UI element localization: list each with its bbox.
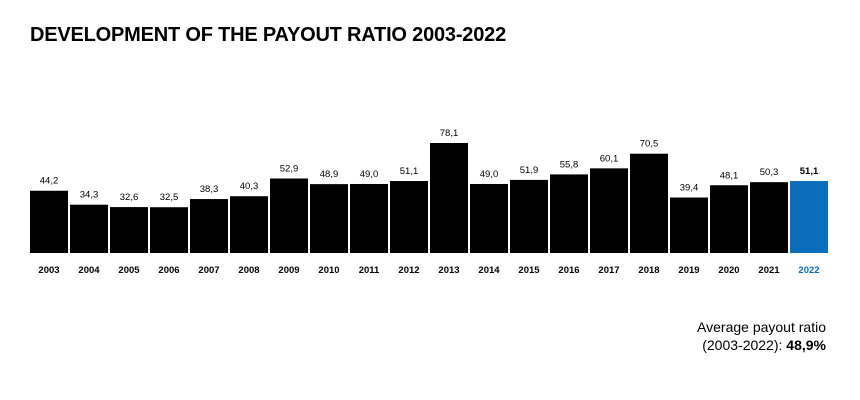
x-tick-2012: 2012 <box>398 265 419 276</box>
x-tick-2005: 2005 <box>118 265 140 276</box>
bar-2003 <box>30 190 68 253</box>
value-label-2021: 50,3 <box>760 167 779 178</box>
value-label-2003: 44,2 <box>40 176 59 187</box>
value-label-2016: 55,8 <box>560 159 579 170</box>
value-label-2022: 51,1 <box>800 166 819 177</box>
x-tick-2007: 2007 <box>198 265 219 276</box>
value-label-2019: 39,4 <box>680 183 699 194</box>
value-label-2009: 52,9 <box>280 163 299 174</box>
bar-2017 <box>590 168 628 253</box>
value-label-2005: 32,6 <box>120 192 139 203</box>
average-payout-note: Average payout ratio (2003-2022): 48,9% <box>697 318 826 354</box>
bar-2010 <box>310 184 348 253</box>
x-tick-2019: 2019 <box>678 265 699 276</box>
x-tick-2004: 2004 <box>78 265 100 276</box>
value-label-2012: 51,1 <box>400 166 419 177</box>
bar-2019 <box>670 197 708 253</box>
x-tick-2016: 2016 <box>558 265 579 276</box>
x-tick-2008: 2008 <box>238 265 259 276</box>
x-tick-2017: 2017 <box>598 265 619 276</box>
value-label-2015: 51,9 <box>520 165 539 176</box>
value-label-2018: 70,5 <box>640 139 659 150</box>
x-tick-2010: 2010 <box>318 265 339 276</box>
x-tick-2003: 2003 <box>38 265 59 276</box>
value-label-2017: 60,1 <box>600 153 619 164</box>
bar-2013 <box>430 143 468 253</box>
page-title: DEVELOPMENT OF THE PAYOUT RATIO 2003-202… <box>30 24 506 46</box>
value-label-2004: 34,3 <box>80 190 99 201</box>
bar-2021 <box>750 182 788 253</box>
x-tick-2014: 2014 <box>478 265 500 276</box>
value-label-2006: 32,5 <box>160 192 179 203</box>
x-tick-2006: 2006 <box>158 265 179 276</box>
bar-2012 <box>390 181 428 253</box>
x-tick-2011: 2011 <box>359 265 380 276</box>
bar-2004 <box>70 204 108 253</box>
x-tick-2018: 2018 <box>638 265 659 276</box>
bar-2018 <box>630 153 668 253</box>
average-note-line1: Average payout ratio <box>697 319 826 335</box>
value-label-2020: 48,1 <box>720 170 739 181</box>
value-label-2013: 78,1 <box>440 128 459 139</box>
value-label-2010: 48,9 <box>320 169 339 180</box>
bar-2015 <box>510 179 548 253</box>
bar-2014 <box>470 183 508 253</box>
bar-2020 <box>710 185 748 253</box>
bar-2011 <box>350 183 388 253</box>
x-tick-2021: 2021 <box>758 265 780 276</box>
payout-ratio-bar-chart: 44,2 34,3 32,6 32,5 38,3 40,3 52,9 48,9 49,0 51,1… <box>30 128 828 276</box>
average-note-line2: (2003-2022): 48,9% <box>697 336 826 354</box>
bar-2008 <box>230 196 268 253</box>
value-label-2008: 40,3 <box>240 181 259 192</box>
average-note-period: (2003-2022): <box>702 337 787 353</box>
x-tick-2009: 2009 <box>278 265 299 276</box>
bar-2016 <box>550 174 588 253</box>
x-tick-2015: 2015 <box>518 265 540 276</box>
bar-2009 <box>270 178 308 253</box>
x-tick-2020: 2020 <box>718 265 739 276</box>
average-note-value: 48,9% <box>786 337 826 353</box>
x-tick-2013: 2013 <box>438 265 459 276</box>
bar-2022 <box>790 181 828 253</box>
bar-2005 <box>110 207 148 253</box>
bar-2007 <box>190 199 228 253</box>
x-tick-2022: 2022 <box>798 265 819 276</box>
value-label-2007: 38,3 <box>200 184 219 195</box>
bar-2006 <box>150 207 188 253</box>
value-label-2011: 49,0 <box>360 169 379 180</box>
value-label-2014: 49,0 <box>480 169 499 180</box>
